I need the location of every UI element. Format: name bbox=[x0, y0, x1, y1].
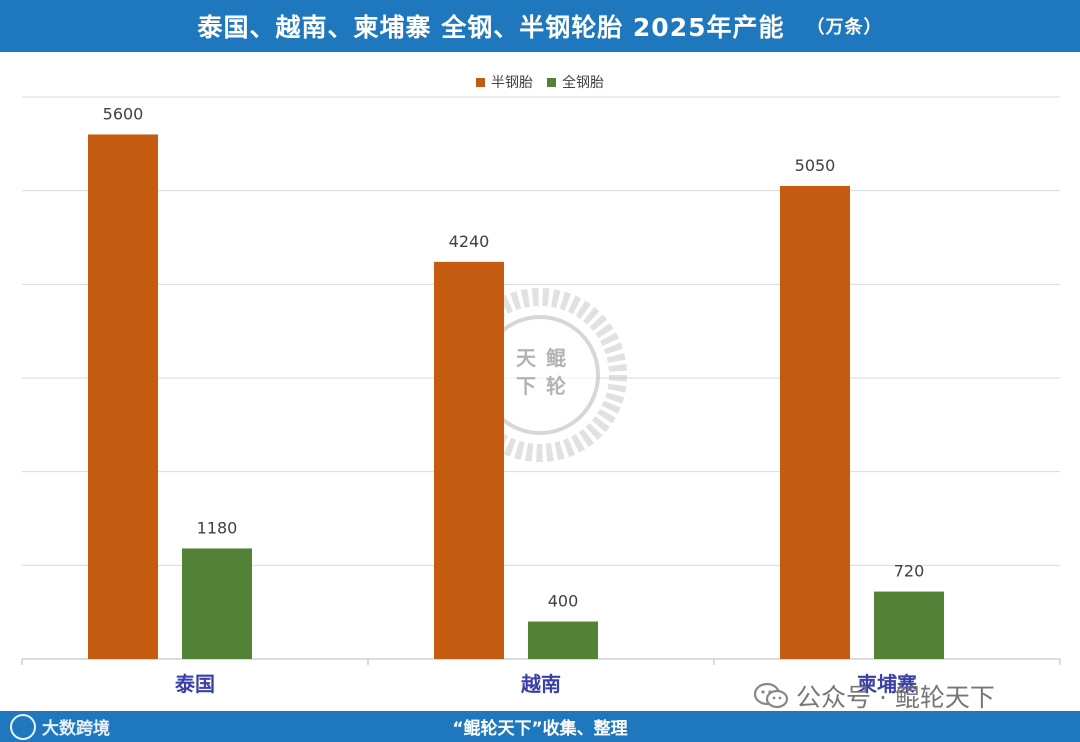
watermark-logo-char: 轮 bbox=[546, 374, 566, 398]
watermark-logo-char: 天 bbox=[516, 346, 537, 370]
brand-logo-icon bbox=[10, 713, 36, 740]
data-label: 4240 bbox=[449, 232, 490, 251]
footer-brand-text: 大数跨境 bbox=[42, 719, 110, 739]
category-label: 越南 bbox=[520, 672, 561, 696]
footer-text: “鲲轮天下”收集、整理 bbox=[452, 719, 628, 739]
wechat-icon bbox=[754, 682, 788, 709]
legend-swatch-semi-steel bbox=[476, 77, 485, 87]
watermark-logo-char: 鲲 bbox=[546, 346, 566, 370]
legend-swatch-all-steel bbox=[547, 77, 556, 87]
data-label: 720 bbox=[894, 562, 925, 581]
wechat-watermark: 公众号 · 鲲轮天下 bbox=[754, 678, 995, 714]
data-label: 5600 bbox=[103, 104, 144, 123]
bar-semi-steel bbox=[88, 134, 158, 659]
legend-label-semi-steel: 半钢胎 bbox=[491, 75, 533, 91]
data-label: 5050 bbox=[795, 156, 836, 175]
bar-all-steel bbox=[874, 591, 944, 659]
watermark-logo-char: 下 bbox=[516, 374, 536, 398]
bar-semi-steel bbox=[434, 261, 504, 659]
bar-semi-steel bbox=[780, 185, 850, 659]
legend-item-semi-steel: 半钢胎 bbox=[476, 72, 533, 92]
chart-title-bar: 泰国、越南、柬埔寨 全钢、半钢轮胎 2025年产能 （万条） bbox=[0, 0, 1080, 52]
footer-bar: “鲲轮天下”收集、整理 bbox=[0, 711, 1080, 742]
footer-brand: 大数跨境 bbox=[10, 711, 110, 742]
wechat-account-text: 公众号 · 鲲轮天下 bbox=[796, 683, 995, 712]
bar-all-steel bbox=[182, 548, 252, 659]
data-label: 400 bbox=[548, 592, 579, 611]
legend-label-all-steel: 全钢胎 bbox=[562, 75, 604, 91]
bar-all-steel bbox=[528, 621, 598, 659]
legend: 半钢胎 全钢胎 bbox=[0, 72, 1080, 92]
category-label: 柬埔寨 bbox=[857, 672, 917, 696]
chart-unit: （万条） bbox=[806, 17, 883, 38]
category-label: 泰国 bbox=[174, 672, 215, 696]
data-label: 1180 bbox=[197, 518, 238, 537]
chart-title: 泰国、越南、柬埔寨 全钢、半钢轮胎 2025年产能 bbox=[197, 13, 785, 42]
legend-item-all-steel: 全钢胎 bbox=[547, 72, 604, 92]
